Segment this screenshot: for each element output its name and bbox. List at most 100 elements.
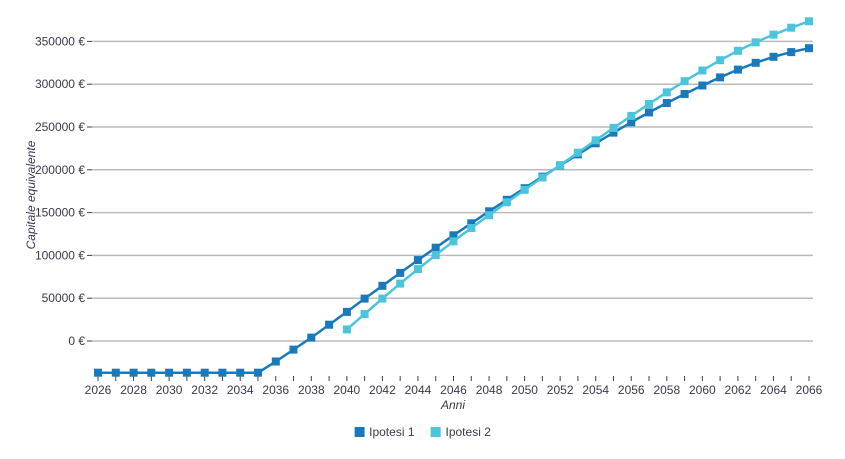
data-point[interactable]: [591, 136, 600, 145]
data-point[interactable]: [787, 23, 796, 32]
x-axis-tick-label: 2054: [582, 383, 609, 397]
data-point[interactable]: [94, 368, 102, 377]
x-axis-tick-label: 2056: [618, 383, 645, 397]
data-point[interactable]: [271, 357, 280, 366]
data-point[interactable]: [805, 17, 813, 26]
x-axis-tick-label: 2062: [725, 383, 752, 397]
x-axis-tick-label: 2034: [227, 383, 254, 397]
data-point[interactable]: [236, 368, 245, 377]
data-point[interactable]: [698, 66, 707, 75]
y-axis-tick-label: 350000 €: [35, 34, 85, 48]
y-axis-tick-label: 100000 €: [35, 248, 85, 262]
data-point[interactable]: [733, 65, 742, 74]
data-point[interactable]: [360, 310, 369, 318]
data-point[interactable]: [733, 46, 742, 55]
data-point[interactable]: [325, 320, 334, 329]
x-axis-tick-label: 2026: [85, 383, 112, 397]
data-point[interactable]: [485, 211, 494, 220]
y-axis-tick-label: 150000 €: [35, 206, 85, 220]
data-point[interactable]: [342, 307, 351, 316]
x-axis-title: Anni: [440, 398, 466, 412]
data-point[interactable]: [769, 52, 778, 61]
data-point[interactable]: [360, 294, 369, 303]
data-point[interactable]: [751, 38, 760, 47]
data-point[interactable]: [609, 123, 618, 132]
data-point[interactable]: [502, 198, 511, 207]
data-point[interactable]: [413, 256, 422, 265]
data-point[interactable]: [520, 185, 529, 194]
legend-item-ipotesi-2[interactable]: Ipotesi 2: [430, 425, 491, 439]
x-axis-tick-label: 2046: [440, 383, 467, 397]
y-axis-title: Capitale equivalente: [24, 140, 38, 250]
data-point[interactable]: [431, 243, 440, 252]
data-point[interactable]: [662, 88, 671, 97]
data-point[interactable]: [680, 90, 689, 98]
data-point[interactable]: [467, 224, 476, 232]
x-axis-tick-label: 2058: [653, 383, 680, 397]
data-point[interactable]: [716, 56, 725, 65]
legend-item-ipotesi-1[interactable]: Ipotesi 1: [354, 425, 415, 439]
series-line-ipotesi-1: [98, 46, 810, 374]
x-axis-tick-label: 2050: [511, 383, 538, 397]
data-point[interactable]: [218, 368, 227, 377]
legend-swatch-ipotesi-2-icon: [430, 427, 441, 437]
data-point[interactable]: [307, 333, 316, 342]
data-point[interactable]: [200, 368, 209, 377]
x-axis-tick-label: 2066: [796, 383, 823, 397]
y-axis-tick-label: 0 €: [68, 334, 85, 348]
x-axis-tick-label: 2060: [689, 383, 716, 397]
data-point[interactable]: [413, 265, 422, 274]
data-point[interactable]: [182, 368, 191, 377]
x-axis-tick-label: 2048: [476, 383, 503, 397]
x-axis-tick-label: 2040: [333, 383, 360, 397]
data-point[interactable]: [662, 99, 671, 107]
legend: Ipotesi 1 Ipotesi 2: [354, 425, 491, 439]
data-point[interactable]: [289, 345, 298, 354]
data-point[interactable]: [716, 73, 725, 82]
data-point[interactable]: [147, 368, 156, 377]
data-point[interactable]: [556, 161, 565, 170]
data-point[interactable]: [698, 81, 707, 90]
data-point[interactable]: [627, 118, 636, 127]
data-point[interactable]: [751, 58, 760, 67]
data-point[interactable]: [787, 48, 796, 57]
data-point[interactable]: [378, 294, 387, 303]
data-point[interactable]: [111, 368, 120, 377]
legend-label-ipotesi-1: Ipotesi 1: [369, 425, 415, 439]
x-axis-tick-label: 2052: [547, 383, 574, 397]
y-axis-tick-label: 50000 €: [42, 291, 86, 305]
y-axis-tick-label: 200000 €: [35, 163, 85, 177]
data-point[interactable]: [396, 268, 405, 277]
y-axis-tick-label: 250000 €: [35, 120, 85, 134]
data-point[interactable]: [805, 44, 813, 53]
legend-label-ipotesi-2: Ipotesi 2: [445, 425, 491, 439]
data-point[interactable]: [129, 368, 138, 377]
data-point[interactable]: [254, 368, 262, 377]
data-point[interactable]: [680, 77, 689, 86]
x-axis-tick-label: 2038: [298, 383, 325, 397]
data-point[interactable]: [627, 111, 636, 120]
data-point[interactable]: [431, 251, 440, 259]
data-point[interactable]: [449, 231, 458, 240]
data-point[interactable]: [645, 99, 653, 108]
data-point[interactable]: [396, 279, 405, 288]
legend-swatch-ipotesi-1-icon: [354, 427, 365, 437]
y-axis-tick-label: 300000 €: [35, 77, 85, 91]
data-point[interactable]: [378, 281, 387, 290]
data-point[interactable]: [573, 148, 582, 157]
x-axis-tick-label: 2042: [369, 383, 396, 397]
data-point[interactable]: [538, 173, 547, 182]
data-point[interactable]: [342, 325, 351, 334]
x-axis-tick-label: 2064: [760, 383, 787, 397]
data-point[interactable]: [609, 128, 618, 137]
data-point[interactable]: [645, 108, 653, 117]
x-axis-tick-label: 2044: [405, 383, 432, 397]
x-axis-tick-label: 2032: [191, 383, 218, 397]
data-point[interactable]: [467, 219, 476, 228]
data-point[interactable]: [769, 30, 778, 39]
data-point[interactable]: [449, 237, 458, 246]
x-axis-tick-label: 2030: [156, 383, 183, 397]
data-point[interactable]: [165, 368, 174, 377]
